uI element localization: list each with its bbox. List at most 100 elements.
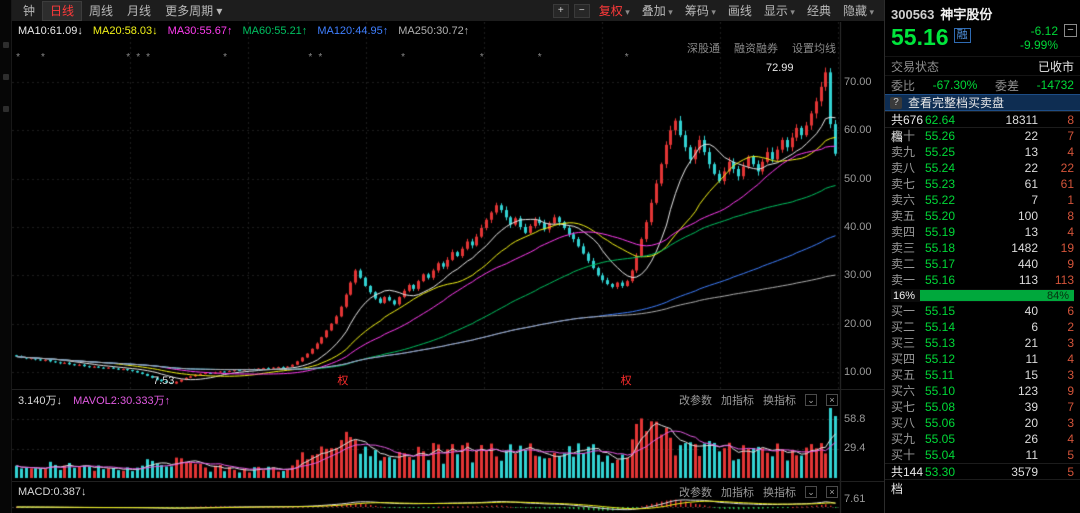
tab-更多周期[interactable]: 更多周期 ▾ xyxy=(165,3,223,18)
bid-level-label: 买四 xyxy=(891,352,916,366)
bid-row[interactable]: 买五 55.11 15 3 xyxy=(885,367,1080,383)
bid-row[interactable]: 买三 55.13 21 3 xyxy=(885,335,1080,351)
bid-count: 5 xyxy=(1067,448,1074,462)
pane-button-改参数[interactable]: 改参数 xyxy=(679,395,712,407)
bid-row[interactable]: 买九 55.05 26 4 xyxy=(885,431,1080,447)
volume-chart-canvas[interactable] xyxy=(12,390,884,481)
ask-ratio-text: 16% xyxy=(893,289,916,302)
ask-row[interactable]: 卖一 55.16 113 113 xyxy=(885,272,1080,288)
full-depth-banner[interactable]: ? 查看完整档买卖盘 xyxy=(885,94,1080,111)
price-chart-canvas[interactable] xyxy=(12,22,884,389)
news-marker-icon[interactable]: * xyxy=(223,52,228,63)
toolbar-button-筹码[interactable]: 筹码 ▾ xyxy=(684,4,716,18)
tab-月线[interactable]: 月线 xyxy=(127,3,152,18)
news-marker-icon[interactable]: * xyxy=(624,52,629,63)
ask-price: 55.19 xyxy=(925,225,956,239)
bid-count: 3 xyxy=(1067,368,1074,382)
pane-collapse-icon[interactable]: ⌄ xyxy=(805,394,817,406)
news-marker-icon[interactable]: * xyxy=(318,52,323,63)
pane-button-换指标[interactable]: 换指标 xyxy=(763,395,796,407)
draw-add-icon[interactable]: + xyxy=(552,3,569,18)
bid-summary-row[interactable]: 共144档 53.30 3579 5 xyxy=(885,463,1080,496)
ask-row[interactable]: 卖六 55.22 7 1 xyxy=(885,192,1080,208)
ask-count: 4 xyxy=(1067,225,1074,239)
ask-summary-volume: 18311 xyxy=(1005,113,1038,127)
bid-row[interactable]: 买六 55.10 123 9 xyxy=(885,383,1080,399)
ask-row[interactable]: 卖四 55.19 13 4 xyxy=(885,224,1080,240)
macd-axis-tick: 7.61 xyxy=(844,493,866,505)
macd-pane-header: MACD:0.387↓ 改参数 加指标 换指标 ⌄ × xyxy=(18,484,884,500)
bid-row[interactable]: 买十 55.04 11 5 xyxy=(885,447,1080,463)
chart-link-设置均线[interactable]: 设置均线 xyxy=(792,43,836,55)
toolbar-button-叠加[interactable]: 叠加 ▾ xyxy=(641,4,673,18)
full-depth-banner-text: 查看完整档买卖盘 xyxy=(908,96,1005,110)
pane-close-icon[interactable]: × xyxy=(826,394,838,406)
pane-button-改参数[interactable]: 改参数 xyxy=(679,487,712,499)
ask-count: 19 xyxy=(1060,241,1074,255)
pane-collapse-icon[interactable]: ⌄ xyxy=(805,486,817,498)
chart-link-融资融券[interactable]: 融资融券 xyxy=(734,43,778,55)
toolbar-button-画线[interactable]: 画线 xyxy=(727,4,752,18)
bid-row[interactable]: 买八 55.06 20 3 xyxy=(885,415,1080,431)
ask-summary-row[interactable]: 共676档 62.64 18311 8 xyxy=(885,111,1080,144)
rail-tool-icon[interactable] xyxy=(2,74,9,80)
ex-right-icon[interactable]: 权 xyxy=(337,375,349,387)
chart-link-深股通[interactable]: 深股通 xyxy=(687,43,720,55)
ask-price: 55.25 xyxy=(925,145,956,159)
news-marker-icon[interactable]: * xyxy=(146,52,151,63)
ask-row[interactable]: 卖十 55.26 22 7 xyxy=(885,128,1080,144)
pane-button-加指标[interactable]: 加指标 xyxy=(721,487,754,499)
ask-level-label: 卖十 xyxy=(891,129,916,143)
ex-right-icon[interactable]: 权 xyxy=(620,375,632,387)
stock-code: 300563 xyxy=(891,7,935,22)
toolbar-button-复权[interactable]: 复权 ▾ xyxy=(598,4,630,18)
bid-row[interactable]: 买四 55.12 11 4 xyxy=(885,351,1080,367)
news-marker-icon[interactable]: * xyxy=(479,52,484,63)
ask-row[interactable]: 卖三 55.18 1482 19 xyxy=(885,240,1080,256)
bid-row[interactable]: 买一 55.15 40 6 xyxy=(885,303,1080,319)
ma-label-250: MA250:30.72↑ xyxy=(398,25,470,37)
news-marker-icon[interactable]: * xyxy=(126,52,131,63)
bid-volume: 26 xyxy=(1024,432,1038,446)
bid-level-label: 买一 xyxy=(891,304,916,318)
ask-row[interactable]: 卖七 55.23 61 61 xyxy=(885,176,1080,192)
rail-tool-icon[interactable] xyxy=(2,106,9,112)
toolbar-button-经典[interactable]: 经典 xyxy=(806,4,831,18)
panel-minimize-button[interactable]: − xyxy=(1064,24,1077,37)
ask-row[interactable]: 卖九 55.25 13 4 xyxy=(885,144,1080,160)
toolbar-button-隐藏[interactable]: 隐藏 ▾ xyxy=(842,4,874,18)
tab-日线[interactable]: 日线 xyxy=(42,0,83,21)
ask-level-label: 卖四 xyxy=(891,225,916,239)
ask-volume: 7 xyxy=(1031,193,1038,207)
news-marker-icon[interactable]: * xyxy=(308,52,313,63)
bid-volume: 6 xyxy=(1031,320,1038,334)
news-marker-icon[interactable]: * xyxy=(16,52,21,63)
pane-close-icon[interactable]: × xyxy=(826,486,838,498)
news-marker-icon[interactable]: * xyxy=(537,52,542,63)
pane-button-加指标[interactable]: 加指标 xyxy=(721,395,754,407)
bid-row[interactable]: 买二 55.14 6 2 xyxy=(885,319,1080,335)
news-marker-icon[interactable]: * xyxy=(136,52,141,63)
pane-button-换指标[interactable]: 换指标 xyxy=(763,487,796,499)
mavol2-label: MAVOL2:30.333万↑ xyxy=(73,395,171,407)
tab-钟[interactable]: 钟 xyxy=(23,3,36,18)
ask-row[interactable]: 卖二 55.17 440 9 xyxy=(885,256,1080,272)
toolbar-buttons: 复权 ▾ 叠加 ▾ 筹码 ▾ 画线 显示 ▾ 经典 隐藏 ▾ xyxy=(593,2,880,19)
ask-volume: 22 xyxy=(1024,129,1038,143)
rail-tool-icon[interactable] xyxy=(2,42,9,48)
trade-status-value: 已收市 xyxy=(1037,59,1074,74)
macd-chart-canvas[interactable] xyxy=(12,482,884,513)
stock-name: 神宇股份 xyxy=(940,7,993,22)
toolbar-button-显示[interactable]: 显示 ▾ xyxy=(763,4,795,18)
bid-count: 4 xyxy=(1067,352,1074,366)
tab-周线[interactable]: 周线 xyxy=(89,3,114,18)
bid-volume: 123 xyxy=(1017,384,1038,398)
bid-ask-ratio-bar: 16% 84% xyxy=(891,289,1074,302)
ask-row[interactable]: 卖五 55.20 100 8 xyxy=(885,208,1080,224)
draw-remove-icon[interactable]: − xyxy=(573,3,590,18)
ask-row[interactable]: 卖八 55.24 22 22 xyxy=(885,160,1080,176)
news-marker-icon[interactable]: * xyxy=(401,52,406,63)
bid-row[interactable]: 买七 55.08 39 7 xyxy=(885,399,1080,415)
news-marker-icon[interactable]: * xyxy=(40,52,45,63)
bid-level-label: 买十 xyxy=(891,448,916,462)
